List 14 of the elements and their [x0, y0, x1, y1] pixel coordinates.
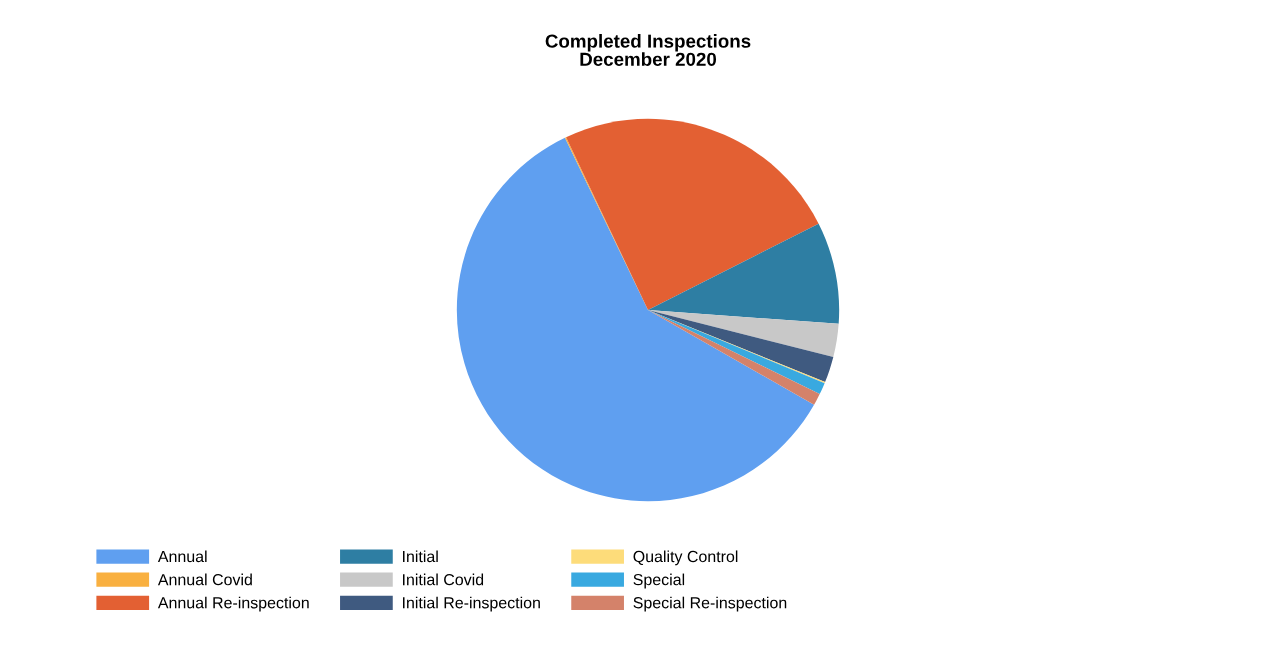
legend-label: Special Re-inspection: [633, 596, 787, 612]
legend-label: Quality Control: [633, 550, 738, 566]
legend-label: Annual Re-inspection: [157, 596, 309, 612]
legend-label: Special: [633, 573, 685, 589]
legend-label: Initial Re-inspection: [403, 596, 540, 612]
pie-slice: [648, 310, 839, 357]
legend-label: Initial Covid: [403, 573, 484, 586]
pie-slice: [566, 118, 819, 310]
legend-label: Annual Covid: [157, 573, 252, 586]
legend-label: Annual: [157, 550, 207, 563]
pie-slice: [648, 223, 840, 324]
pie-slice: [456, 137, 815, 502]
chart-title: Completed Inspections December 2020: [545, 34, 751, 66]
legend-label: Initial: [403, 550, 438, 563]
